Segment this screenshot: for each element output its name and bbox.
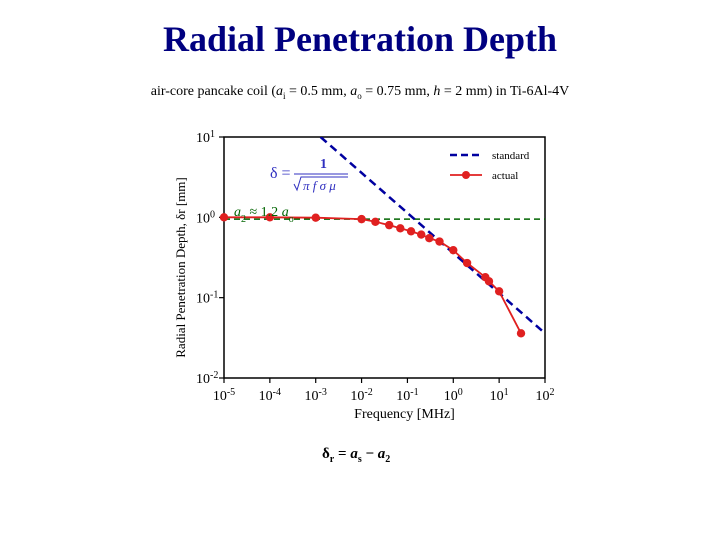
data-point-actual xyxy=(462,258,472,268)
x-axis-label: Frequency [MHz] xyxy=(354,407,455,422)
eq-term2-sub: 2 xyxy=(385,454,391,465)
eq-term2: a xyxy=(377,446,386,462)
eq-minus: − xyxy=(361,446,378,462)
subtitle-ao-symbol: a xyxy=(350,84,358,99)
legend-marker-actual xyxy=(462,171,470,179)
subtitle-ao-value: = 0.75 mm, xyxy=(361,84,434,99)
data-point-actual xyxy=(425,233,434,243)
y-tick-label: 10-1 xyxy=(196,289,218,307)
data-point-actual xyxy=(384,220,394,230)
data-point-actual xyxy=(219,213,229,222)
page-title: Radial Penetration Depth xyxy=(163,19,557,59)
data-point-actual xyxy=(406,227,416,236)
formula-sqrt xyxy=(293,176,348,192)
bottom-equation: δr = as − a2 xyxy=(322,446,390,465)
subtitle-h-symbol: h xyxy=(433,84,441,99)
data-point-actual xyxy=(357,214,366,224)
data-point-actual xyxy=(484,277,494,286)
subtitle-h-value: = 2 mm) in Ti-6Al-4V xyxy=(440,84,570,99)
subtitle-prefix: air-core pancake coil ( xyxy=(150,84,276,99)
legend-label-actual: actual xyxy=(492,170,518,182)
y-tick-label: 10-2 xyxy=(196,370,218,388)
data-point-actual xyxy=(396,224,405,233)
subtitle-ai-value: = 0.5 mm, xyxy=(285,84,351,99)
subtitle-ai-symbol: a xyxy=(276,84,283,99)
series-line-standard xyxy=(319,137,545,335)
x-tick-label: 100 xyxy=(444,387,463,405)
eq-equals: = xyxy=(334,446,351,462)
x-tick-label: 102 xyxy=(536,387,555,405)
data-point-actual xyxy=(494,287,504,296)
data-point-actual xyxy=(449,245,458,255)
x-tick-label: 10-1 xyxy=(396,387,418,405)
x-tick-label: 10-3 xyxy=(305,387,327,405)
data-point-actual xyxy=(371,217,380,226)
x-tick-label: 10-4 xyxy=(259,387,281,405)
subtitle-ai-sub: i xyxy=(283,90,286,101)
series-line-actual xyxy=(224,216,522,334)
x-tick-label: 101 xyxy=(490,387,509,405)
formula-numerator: 1 xyxy=(320,157,327,172)
x-tick-label: 10-5 xyxy=(213,387,235,405)
subtitle-ao-sub: o xyxy=(357,90,362,101)
formula-lhs: δ = xyxy=(270,165,291,182)
data-point-actual xyxy=(265,213,275,222)
data-point-actual xyxy=(516,329,526,338)
eq-term1-sub: s xyxy=(357,454,362,465)
y-tick-label: 101 xyxy=(196,129,215,147)
legend-label-standard: standard xyxy=(492,150,530,162)
plot-frame xyxy=(223,136,546,379)
y-tick-label: 100 xyxy=(196,209,215,227)
data-point-actual xyxy=(311,213,320,222)
eq-lhs-sub: r xyxy=(329,454,335,465)
eq-term1: a xyxy=(350,446,358,462)
x-tick-label: 10-2 xyxy=(350,387,372,405)
y-axis-label: Radial Penetration Depth, δr [mm] xyxy=(173,177,188,358)
chart-subtitle: air-core pancake coil (ai = 0.5 mm, ao =… xyxy=(0,84,720,101)
eq-lhs: δ xyxy=(322,446,330,462)
data-point-actual xyxy=(417,230,426,239)
formula-denominator: π f σ μ xyxy=(303,178,336,193)
a2-annotation: a2 ≈ 1.2 ao xyxy=(234,205,294,225)
data-point-actual xyxy=(435,237,444,246)
